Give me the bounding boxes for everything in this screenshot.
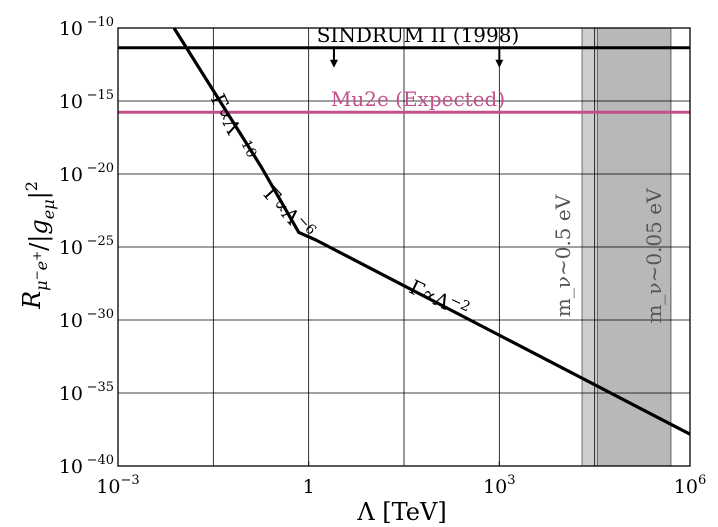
limit-arrow-head [495, 59, 504, 68]
y-tick-label: 10 [59, 383, 83, 405]
y-axis-label: Rμ−e+/|geμ|2 [18, 181, 58, 310]
x-tick-label: 10−3 [96, 473, 139, 498]
y-tick-exponent: −30 [87, 307, 114, 322]
plot-frame [117, 27, 691, 467]
x-tick-label: 1 [303, 476, 315, 498]
y-tick-label: 10 [59, 310, 83, 332]
y-tick-label: 10 [59, 237, 83, 259]
band-label-2: m_ν∼0.05 eV [642, 188, 666, 324]
y-tick-label: 10 [59, 18, 83, 40]
y-tick-exponent: −10 [87, 15, 114, 30]
y-tick-label: 10 [59, 91, 83, 113]
band-label-1: m_ν∼0.5 eV [551, 194, 575, 317]
series-line-1 [172, 27, 691, 436]
x-tick-label: 106 [674, 473, 706, 498]
y-tick-exponent: −40 [87, 453, 114, 468]
x-tick-label: 103 [483, 473, 515, 498]
limit-label-1: SINDRUM II (1998) [317, 23, 520, 47]
y-tick-label: 10 [59, 456, 83, 478]
y-tick-exponent: −25 [87, 234, 114, 249]
limit-label-2: Mu2e (Expected) [331, 87, 505, 111]
scaling-label-2: Γ∝Λ−6 [259, 181, 319, 244]
y-tick-exponent: −15 [87, 88, 114, 103]
limit-arrow-head [329, 59, 338, 68]
y-tick-exponent: −20 [87, 161, 114, 176]
y-tick-exponent: −35 [87, 380, 114, 395]
x-axis-label: Λ [TeV] [356, 498, 446, 526]
svg-text:Rμ−e+/|geμ|2: Rμ−e+/|geμ|2 [18, 181, 58, 310]
y-tick-label: 10 [59, 164, 83, 186]
